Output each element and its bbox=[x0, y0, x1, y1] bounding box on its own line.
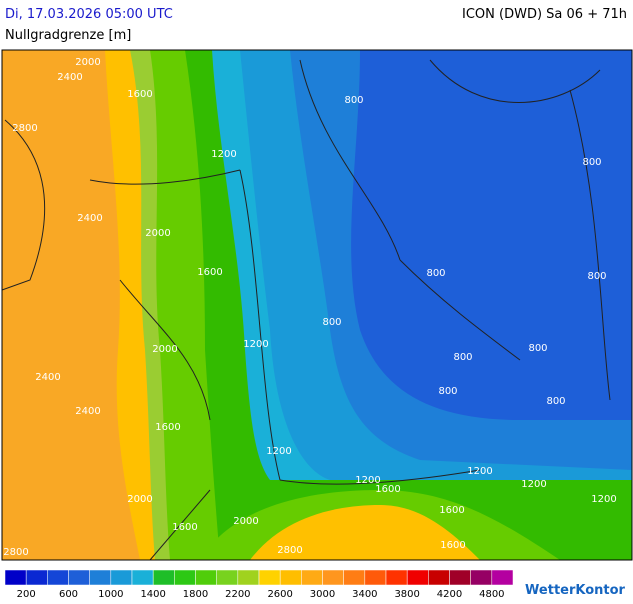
contour-label: 2400 bbox=[75, 406, 100, 417]
contour-label: 1600 bbox=[155, 422, 180, 433]
legend-swatch bbox=[195, 569, 217, 586]
legend-label: 1400 bbox=[140, 589, 165, 600]
contour-label: 1200 bbox=[211, 149, 236, 160]
legend-label: 200 bbox=[17, 589, 36, 600]
legend-swatch bbox=[385, 569, 408, 586]
legend-swatch bbox=[470, 569, 493, 586]
legend-swatch bbox=[322, 569, 344, 586]
contour-label: 1200 bbox=[467, 466, 492, 477]
legend-swatch bbox=[152, 569, 175, 586]
contour-label: 1200 bbox=[243, 339, 268, 350]
contour-label: 2000 bbox=[145, 228, 170, 239]
legend-label: 600 bbox=[59, 589, 78, 600]
legend-label: 1000 bbox=[98, 589, 123, 600]
legend-swatch bbox=[491, 569, 514, 586]
contour-label: 1600 bbox=[439, 505, 464, 516]
parameter: Nullgradgrenze [m] bbox=[5, 28, 131, 43]
legend-label: 3000 bbox=[310, 589, 335, 600]
map bbox=[1, 49, 633, 561]
legend-swatch bbox=[68, 569, 90, 586]
legend-swatch bbox=[343, 569, 366, 586]
contour-label: 800 bbox=[344, 95, 363, 106]
contour-label: 800 bbox=[453, 352, 472, 363]
legend-swatch bbox=[279, 569, 302, 586]
legend-swatch bbox=[364, 569, 387, 586]
legend-swatch bbox=[4, 569, 27, 586]
legend-swatch bbox=[25, 569, 48, 586]
legend-label: 4800 bbox=[479, 589, 504, 600]
contour-label: 1600 bbox=[172, 522, 197, 533]
legend-swatch bbox=[237, 569, 260, 586]
contour-label: 2000 bbox=[152, 344, 177, 355]
contour-label: 1200 bbox=[591, 494, 616, 505]
model-run: ICON (DWD) Sa 06 + 71h bbox=[462, 7, 627, 22]
contour-label: 800 bbox=[426, 268, 445, 279]
legend-label: 1800 bbox=[183, 589, 208, 600]
contour-label: 800 bbox=[322, 317, 341, 328]
legend-swatch bbox=[428, 569, 450, 586]
legend-label: 4200 bbox=[437, 589, 462, 600]
contour-label: 1200 bbox=[266, 446, 291, 457]
legend-swatch bbox=[89, 569, 112, 586]
contour-label: 800 bbox=[438, 386, 457, 397]
contour-label: 1600 bbox=[375, 484, 400, 495]
contour-label: 2400 bbox=[77, 213, 102, 224]
contour-label: 1600 bbox=[197, 267, 222, 278]
contour-label: 800 bbox=[546, 396, 565, 407]
contour-label: 2000 bbox=[75, 57, 100, 68]
contour-label: 2400 bbox=[57, 72, 82, 83]
contour-label: 1600 bbox=[127, 89, 152, 100]
contour-label: 2000 bbox=[233, 516, 258, 527]
legend-label: 3400 bbox=[352, 589, 377, 600]
contour-label: 1200 bbox=[355, 475, 380, 486]
datetime: Di, 17.03.2026 05:00 UTC bbox=[5, 7, 173, 22]
legend-swatch bbox=[216, 569, 239, 586]
contour-label: 2000 bbox=[127, 494, 152, 505]
contour-label: 1200 bbox=[521, 479, 546, 490]
legend-swatch bbox=[110, 569, 133, 586]
legend-swatch bbox=[449, 569, 471, 586]
legend-swatch bbox=[174, 569, 196, 586]
logo: WetterKontor bbox=[525, 583, 626, 598]
legend-label: 2600 bbox=[267, 589, 292, 600]
contour-label: 800 bbox=[582, 157, 601, 168]
contour-label: 2800 bbox=[12, 123, 37, 134]
legend-swatch bbox=[406, 569, 429, 586]
legend-swatch bbox=[47, 569, 69, 586]
legend-swatch bbox=[301, 569, 323, 586]
contour-label: 2800 bbox=[3, 547, 28, 558]
contour-label: 2400 bbox=[35, 372, 60, 383]
legend-label: 2200 bbox=[225, 589, 250, 600]
contour-label: 800 bbox=[587, 271, 606, 282]
legend-label: 3800 bbox=[394, 589, 419, 600]
contour-label: 800 bbox=[528, 343, 547, 354]
contour-label: 2800 bbox=[277, 545, 302, 556]
legend-swatch bbox=[258, 569, 281, 586]
legend-swatch bbox=[131, 569, 154, 586]
contour-label: 1600 bbox=[440, 540, 465, 551]
